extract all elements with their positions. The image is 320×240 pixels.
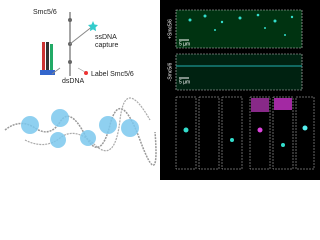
left-panel bbox=[0, 0, 160, 180]
dna-loops bbox=[4, 97, 157, 166]
capture-label: capture bbox=[95, 42, 118, 49]
side-label: +Smc5/6 bbox=[167, 19, 173, 39]
scale-label: 5 µm bbox=[179, 79, 190, 85]
micrograph-middle: 5 µm -Smc5/6 bbox=[167, 53, 303, 91]
schematic: Smc5/6 ssDNA capture dsDNA Label Smc5/6 bbox=[33, 9, 134, 85]
side-label: -Smc5/6 bbox=[167, 62, 173, 81]
capture-label: ssDNA bbox=[95, 34, 117, 41]
figure: Smc5/6 ssDNA capture dsDNA Label Smc5/6 … bbox=[0, 0, 320, 180]
micrograph-top: 5 µm +Smc5/6 bbox=[167, 9, 303, 49]
dna-label: dsDNA bbox=[62, 78, 85, 85]
kymograph-signal bbox=[183, 98, 308, 147]
scale-label: 5 µm bbox=[179, 41, 190, 47]
tag-label: Label Smc5/6 bbox=[91, 71, 134, 78]
complex-label: Smc5/6 bbox=[33, 9, 57, 16]
kymograph-row bbox=[175, 96, 315, 170]
